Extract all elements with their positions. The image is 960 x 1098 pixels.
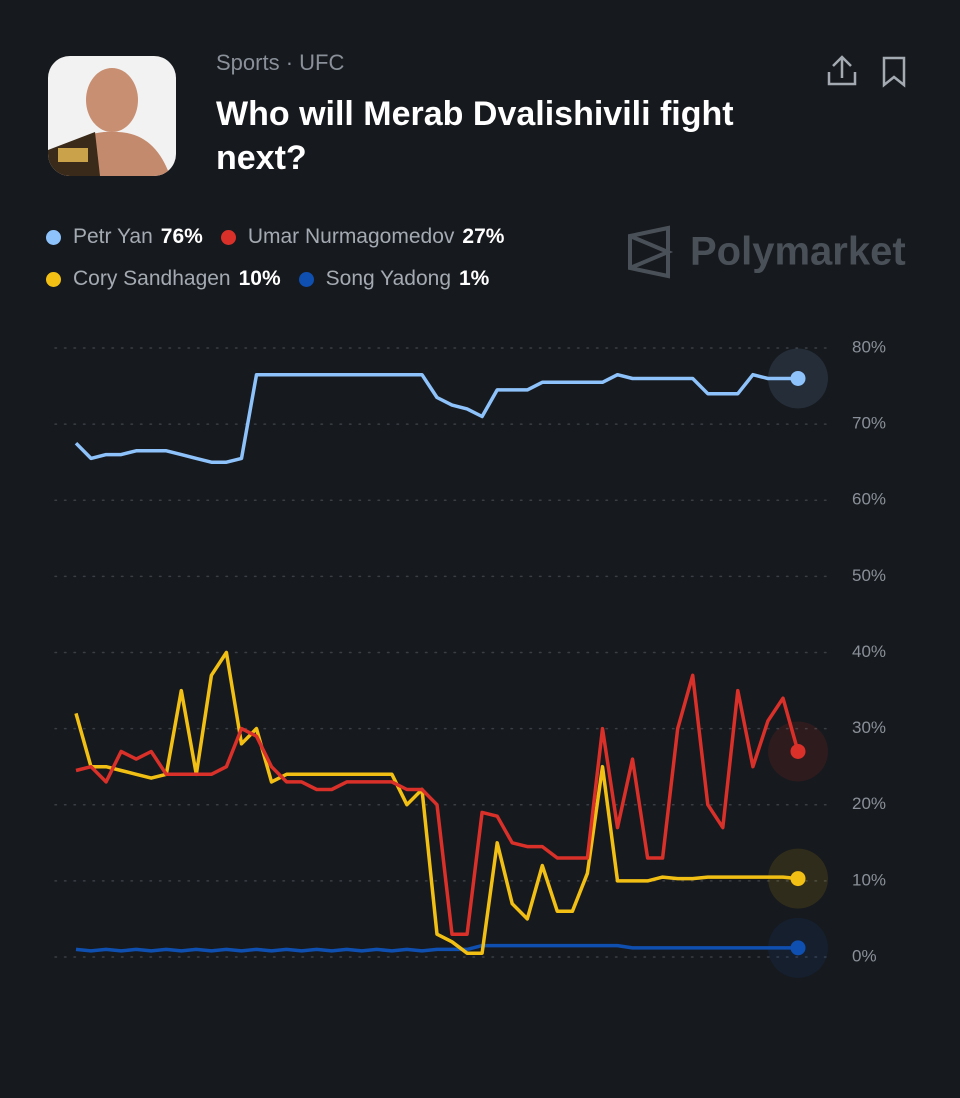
- end-dot: [790, 743, 806, 759]
- legend-row: Petr Yan 76% Umar Nurmagomedov 27%: [46, 216, 606, 258]
- legend: Petr Yan 76% Umar Nurmagomedov 27% Cory Sand…: [46, 216, 606, 300]
- title: Who will Merab Dvalishivili fight next?: [216, 95, 734, 177]
- y-tick-label: 60%: [852, 490, 886, 509]
- legend-dot: [298, 271, 314, 287]
- legend-item: Cory Sandhagen 10%: [46, 267, 281, 291]
- y-tick-label: 80%: [852, 337, 886, 356]
- brand-logo: [628, 225, 674, 279]
- series-line: [74, 372, 798, 464]
- brand-name: Polymarket: [690, 230, 906, 274]
- y-tick-label: 50%: [852, 566, 886, 585]
- y-tick-label: 40%: [852, 642, 886, 661]
- legend-item: Song Yadong 1%: [298, 267, 490, 291]
- legend-name: Cory Sandhagen: [73, 267, 231, 290]
- legend-name: Umar Nurmagomedov: [247, 225, 455, 248]
- y-tick-label: 30%: [852, 718, 886, 737]
- legend-name: Petr Yan: [73, 225, 153, 248]
- end-dot: [790, 871, 806, 887]
- y-tick-label: 70%: [852, 414, 886, 433]
- legend-value: 27%: [462, 225, 505, 248]
- legend-value: 10%: [238, 267, 281, 290]
- legend-row: Cory Sandhagen 10% Song Yadong 1%: [46, 258, 606, 300]
- legend-dot: [46, 271, 61, 287]
- y-tick-label: 20%: [852, 794, 886, 813]
- share-icon[interactable]: [827, 55, 857, 86]
- y-tick-label: 10%: [852, 870, 886, 889]
- legend-dot: [46, 229, 61, 245]
- legend-value: 76%: [160, 225, 203, 248]
- series-line: [75, 673, 800, 936]
- bookmark-icon[interactable]: [882, 56, 906, 88]
- category: Sports · UFC: [216, 50, 345, 75]
- legend-value: 1%: [459, 267, 490, 290]
- legend-item: Umar Nurmagomedov 27%: [220, 225, 505, 249]
- y-tick-label: 0%: [852, 946, 877, 965]
- end-dot: [790, 940, 806, 956]
- end-dot: [790, 370, 806, 386]
- legend-item: Petr Yan 76%: [46, 225, 203, 249]
- avatar: [48, 56, 176, 176]
- series-line: [75, 943, 798, 953]
- legend-dot: [220, 229, 236, 245]
- legend-name: Song Yadong: [325, 267, 451, 290]
